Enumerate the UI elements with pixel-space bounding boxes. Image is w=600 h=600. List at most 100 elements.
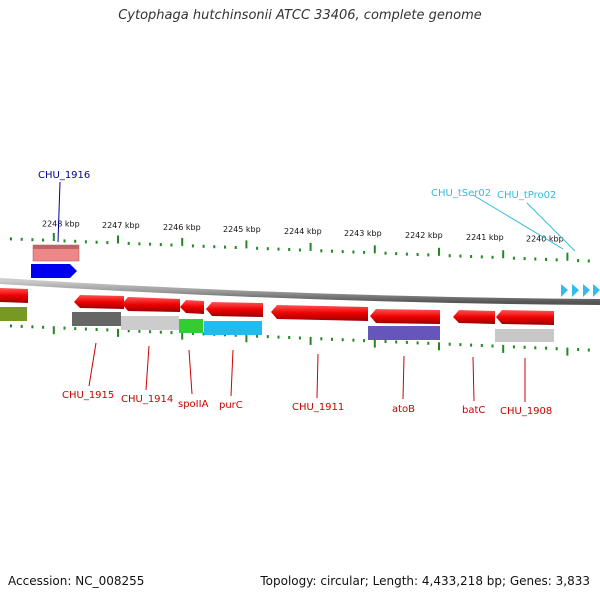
trna-marker[interactable] bbox=[583, 284, 590, 297]
tick-mark bbox=[298, 248, 301, 252]
tick-mark bbox=[245, 240, 248, 249]
tick-mark bbox=[181, 237, 184, 246]
tick-mark bbox=[459, 254, 462, 258]
kbp-tick-label: 2245 kbp bbox=[223, 225, 261, 234]
tick-mark bbox=[149, 330, 152, 334]
tick-mark bbox=[74, 327, 77, 331]
gene-arrow-chu1915[interactable] bbox=[74, 295, 124, 309]
tick-mark bbox=[191, 332, 194, 335]
tick-mark bbox=[10, 237, 12, 241]
label-chu-tser02[interactable]: CHU_tSer02 bbox=[431, 188, 491, 199]
tick-mark bbox=[309, 242, 312, 251]
tick-mark bbox=[545, 346, 547, 350]
label-purc[interactable]: purC bbox=[219, 400, 243, 411]
tick-mark bbox=[202, 244, 205, 248]
trna-marker[interactable] bbox=[593, 284, 600, 297]
tick-mark bbox=[106, 241, 109, 245]
kbp-tick-label: 2247 kbp bbox=[102, 221, 140, 230]
tick-mark bbox=[245, 334, 248, 343]
tick-mark bbox=[138, 242, 141, 246]
label-chu1915[interactable]: CHU_1915 bbox=[62, 390, 114, 401]
label-chu1916[interactable]: CHU_1916 bbox=[38, 170, 90, 181]
tick-mark bbox=[20, 237, 23, 241]
label-chu1908[interactable]: CHU_1908 bbox=[500, 406, 552, 417]
tick-mark bbox=[545, 257, 547, 261]
tick-mark bbox=[427, 341, 430, 345]
annotation-bar-olive[interactable] bbox=[0, 307, 27, 321]
tick-mark bbox=[84, 240, 87, 244]
tick-mark bbox=[213, 245, 216, 249]
tick-mark bbox=[10, 324, 12, 328]
label-batc[interactable]: batC bbox=[462, 405, 485, 416]
annotation-bar-green[interactable] bbox=[179, 319, 203, 333]
tick-mark bbox=[416, 341, 419, 345]
tick-mark bbox=[224, 245, 226, 249]
tick-mark bbox=[555, 258, 558, 262]
tick-mark bbox=[480, 344, 483, 347]
label-spoiia[interactable]: spoIIA bbox=[178, 399, 209, 410]
genome-backbone bbox=[0, 278, 600, 305]
tick-mark bbox=[491, 344, 494, 348]
annotation-bar-purple[interactable] bbox=[368, 326, 440, 340]
gene-arrow-chu1908[interactable] bbox=[496, 310, 554, 325]
tick-mark bbox=[277, 247, 280, 251]
label-chu1911[interactable]: CHU_1911 bbox=[292, 402, 344, 413]
tick-mark bbox=[534, 346, 537, 350]
gene-arrow-chu1911[interactable] bbox=[271, 305, 368, 321]
gene-labels: CHU_1916 CHU_tSer02 CHU_tPro02 CHU_1915 … bbox=[38, 170, 556, 417]
tick-mark bbox=[480, 255, 483, 259]
tick-mark bbox=[448, 342, 451, 346]
label-chu-tpro02[interactable]: CHU_tPro02 bbox=[497, 190, 556, 201]
trna-marker[interactable] bbox=[561, 284, 568, 297]
tick-mark bbox=[352, 250, 355, 254]
kbp-tick-label: 2248 kbp bbox=[42, 219, 80, 228]
tick-mark bbox=[395, 340, 398, 344]
tick-mark bbox=[491, 255, 494, 259]
tick-mark bbox=[191, 244, 194, 248]
tick-mark bbox=[52, 326, 55, 335]
tick-mark bbox=[181, 331, 184, 340]
tick-mark bbox=[395, 252, 398, 256]
kbp-tick-label: 2246 kbp bbox=[163, 223, 201, 232]
tick-mark bbox=[20, 324, 23, 328]
annotation-bar-cyan[interactable] bbox=[204, 321, 262, 335]
tick-mark bbox=[42, 238, 45, 242]
kbp-tick-label: 2242 kbp bbox=[405, 231, 443, 240]
gene-arrow-blue[interactable] bbox=[31, 264, 77, 278]
tick-mark bbox=[502, 344, 505, 353]
tick-mark bbox=[170, 243, 173, 247]
tick-mark bbox=[127, 329, 130, 333]
trna-marker[interactable] bbox=[572, 284, 579, 297]
kbp-tick-label: 2243 kbp bbox=[344, 229, 382, 238]
accession-label: Accession: NC_008255 bbox=[8, 574, 145, 588]
annotation-bar-darkgrey[interactable] bbox=[72, 312, 121, 326]
gene-arrow-atob[interactable] bbox=[370, 309, 440, 324]
gene-arrow-batc[interactable] bbox=[453, 310, 495, 324]
lower-features bbox=[0, 288, 554, 342]
annotation-bar-lightgrey[interactable] bbox=[121, 316, 179, 330]
tick-mark bbox=[170, 331, 173, 335]
tick-mark bbox=[577, 259, 580, 263]
tick-mark bbox=[159, 243, 162, 247]
kbp-tick-label: 2241 kbp bbox=[466, 233, 504, 242]
tick-mark bbox=[373, 339, 376, 348]
gene-arrow-left-edge[interactable] bbox=[0, 288, 28, 303]
tick-mark bbox=[84, 327, 87, 331]
gene-arrow-purc[interactable] bbox=[206, 302, 263, 317]
tick-mark bbox=[74, 239, 77, 243]
gene-arrow-spoiia[interactable] bbox=[180, 300, 204, 314]
tick-mark bbox=[266, 247, 269, 251]
annotation-bar-grey[interactable] bbox=[495, 329, 554, 342]
map-title: Cytophaga hutchinsonii ATCC 33406, compl… bbox=[118, 8, 482, 23]
tick-mark bbox=[331, 337, 333, 341]
tick-mark bbox=[363, 339, 366, 343]
label-atob[interactable]: atoB bbox=[392, 404, 415, 415]
tick-mark bbox=[63, 239, 66, 243]
gene-arrow-chu1914[interactable] bbox=[122, 297, 180, 312]
tick-mark bbox=[363, 250, 366, 254]
label-chu1914[interactable]: CHU_1914 bbox=[121, 394, 173, 405]
tick-mark bbox=[309, 336, 312, 345]
tick-mark bbox=[106, 328, 109, 332]
tick-mark bbox=[63, 326, 66, 330]
